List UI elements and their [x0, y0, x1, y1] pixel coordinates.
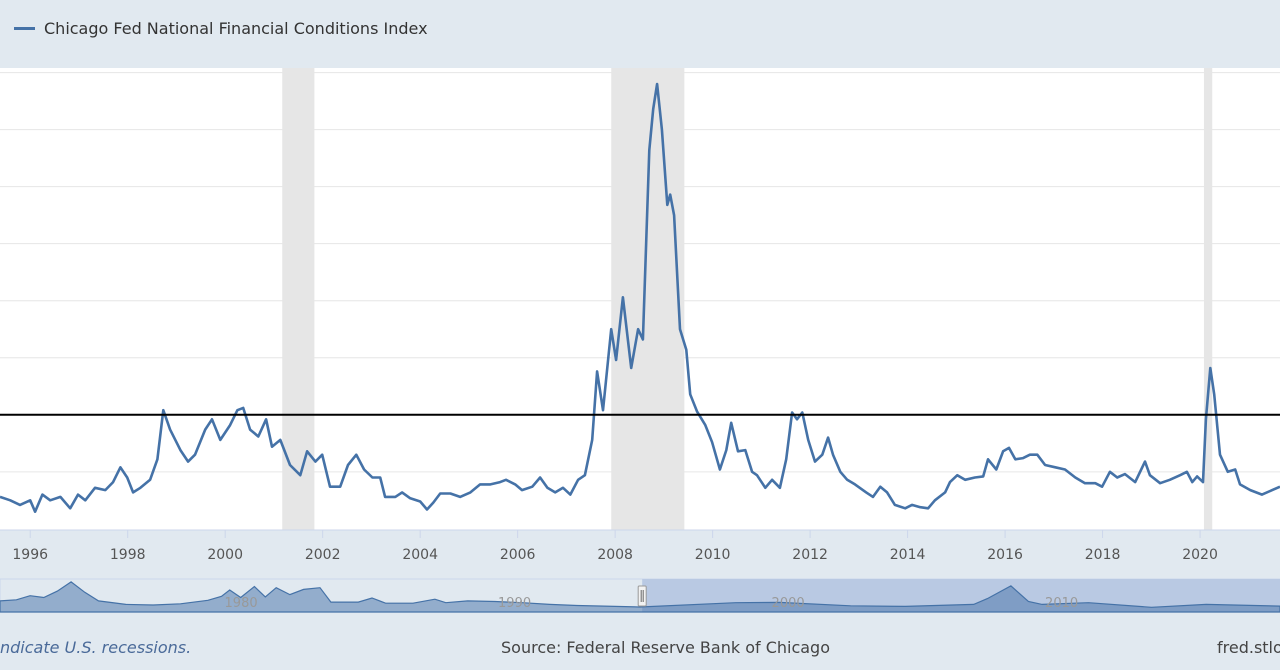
navigator-left-handle[interactable] — [637, 585, 647, 607]
legend-label: Chicago Fed National Financial Condition… — [44, 18, 428, 38]
x-tick-label: 2008 — [597, 547, 633, 563]
x-tick-label: 2010 — [695, 547, 731, 563]
navigator-tick-label: 1980 — [225, 596, 258, 611]
navigator-series — [0, 581, 1280, 613]
recession-bar — [1203, 68, 1213, 530]
x-tick-label: 2006 — [500, 547, 536, 563]
x-tick-label: 2014 — [890, 547, 926, 563]
gridlines — [0, 72, 1280, 531]
navigator-tick-label: 2010 — [1045, 596, 1078, 611]
site-link[interactable]: fred.stlo — [1217, 638, 1280, 657]
legend[interactable]: Chicago Fed National Financial Condition… — [14, 16, 428, 40]
recession-note: ndicate U.S. recessions. — [0, 638, 192, 657]
x-axis: 1996 1998 2000 2002 2004 2006 2008 2010 2012 2014… — [12, 530, 1280, 563]
x-tick-label: 2020 — [1182, 547, 1218, 563]
x-tick-label: 2000 — [207, 547, 243, 563]
x-tick-label: 2016 — [987, 547, 1023, 563]
legend-line-swatch — [14, 26, 35, 30]
x-tick-label: 1998 — [110, 547, 146, 563]
x-tick-label: 2018 — [1085, 547, 1121, 563]
navigator-tick-label: 1990 — [498, 596, 531, 611]
x-tick-label: 2012 — [792, 547, 828, 563]
navigator: 1980 1990 2000 2010 — [0, 578, 1280, 613]
x-tick-label: 2004 — [402, 547, 438, 563]
series-line — [0, 82, 1280, 513]
x-tick-label: 2002 — [305, 547, 341, 563]
x-tick-label: 1996 — [12, 547, 48, 563]
navigator-tick-label: 2000 — [772, 596, 805, 611]
source-text: Source: Federal Reserve Bank of Chicago — [501, 638, 830, 657]
